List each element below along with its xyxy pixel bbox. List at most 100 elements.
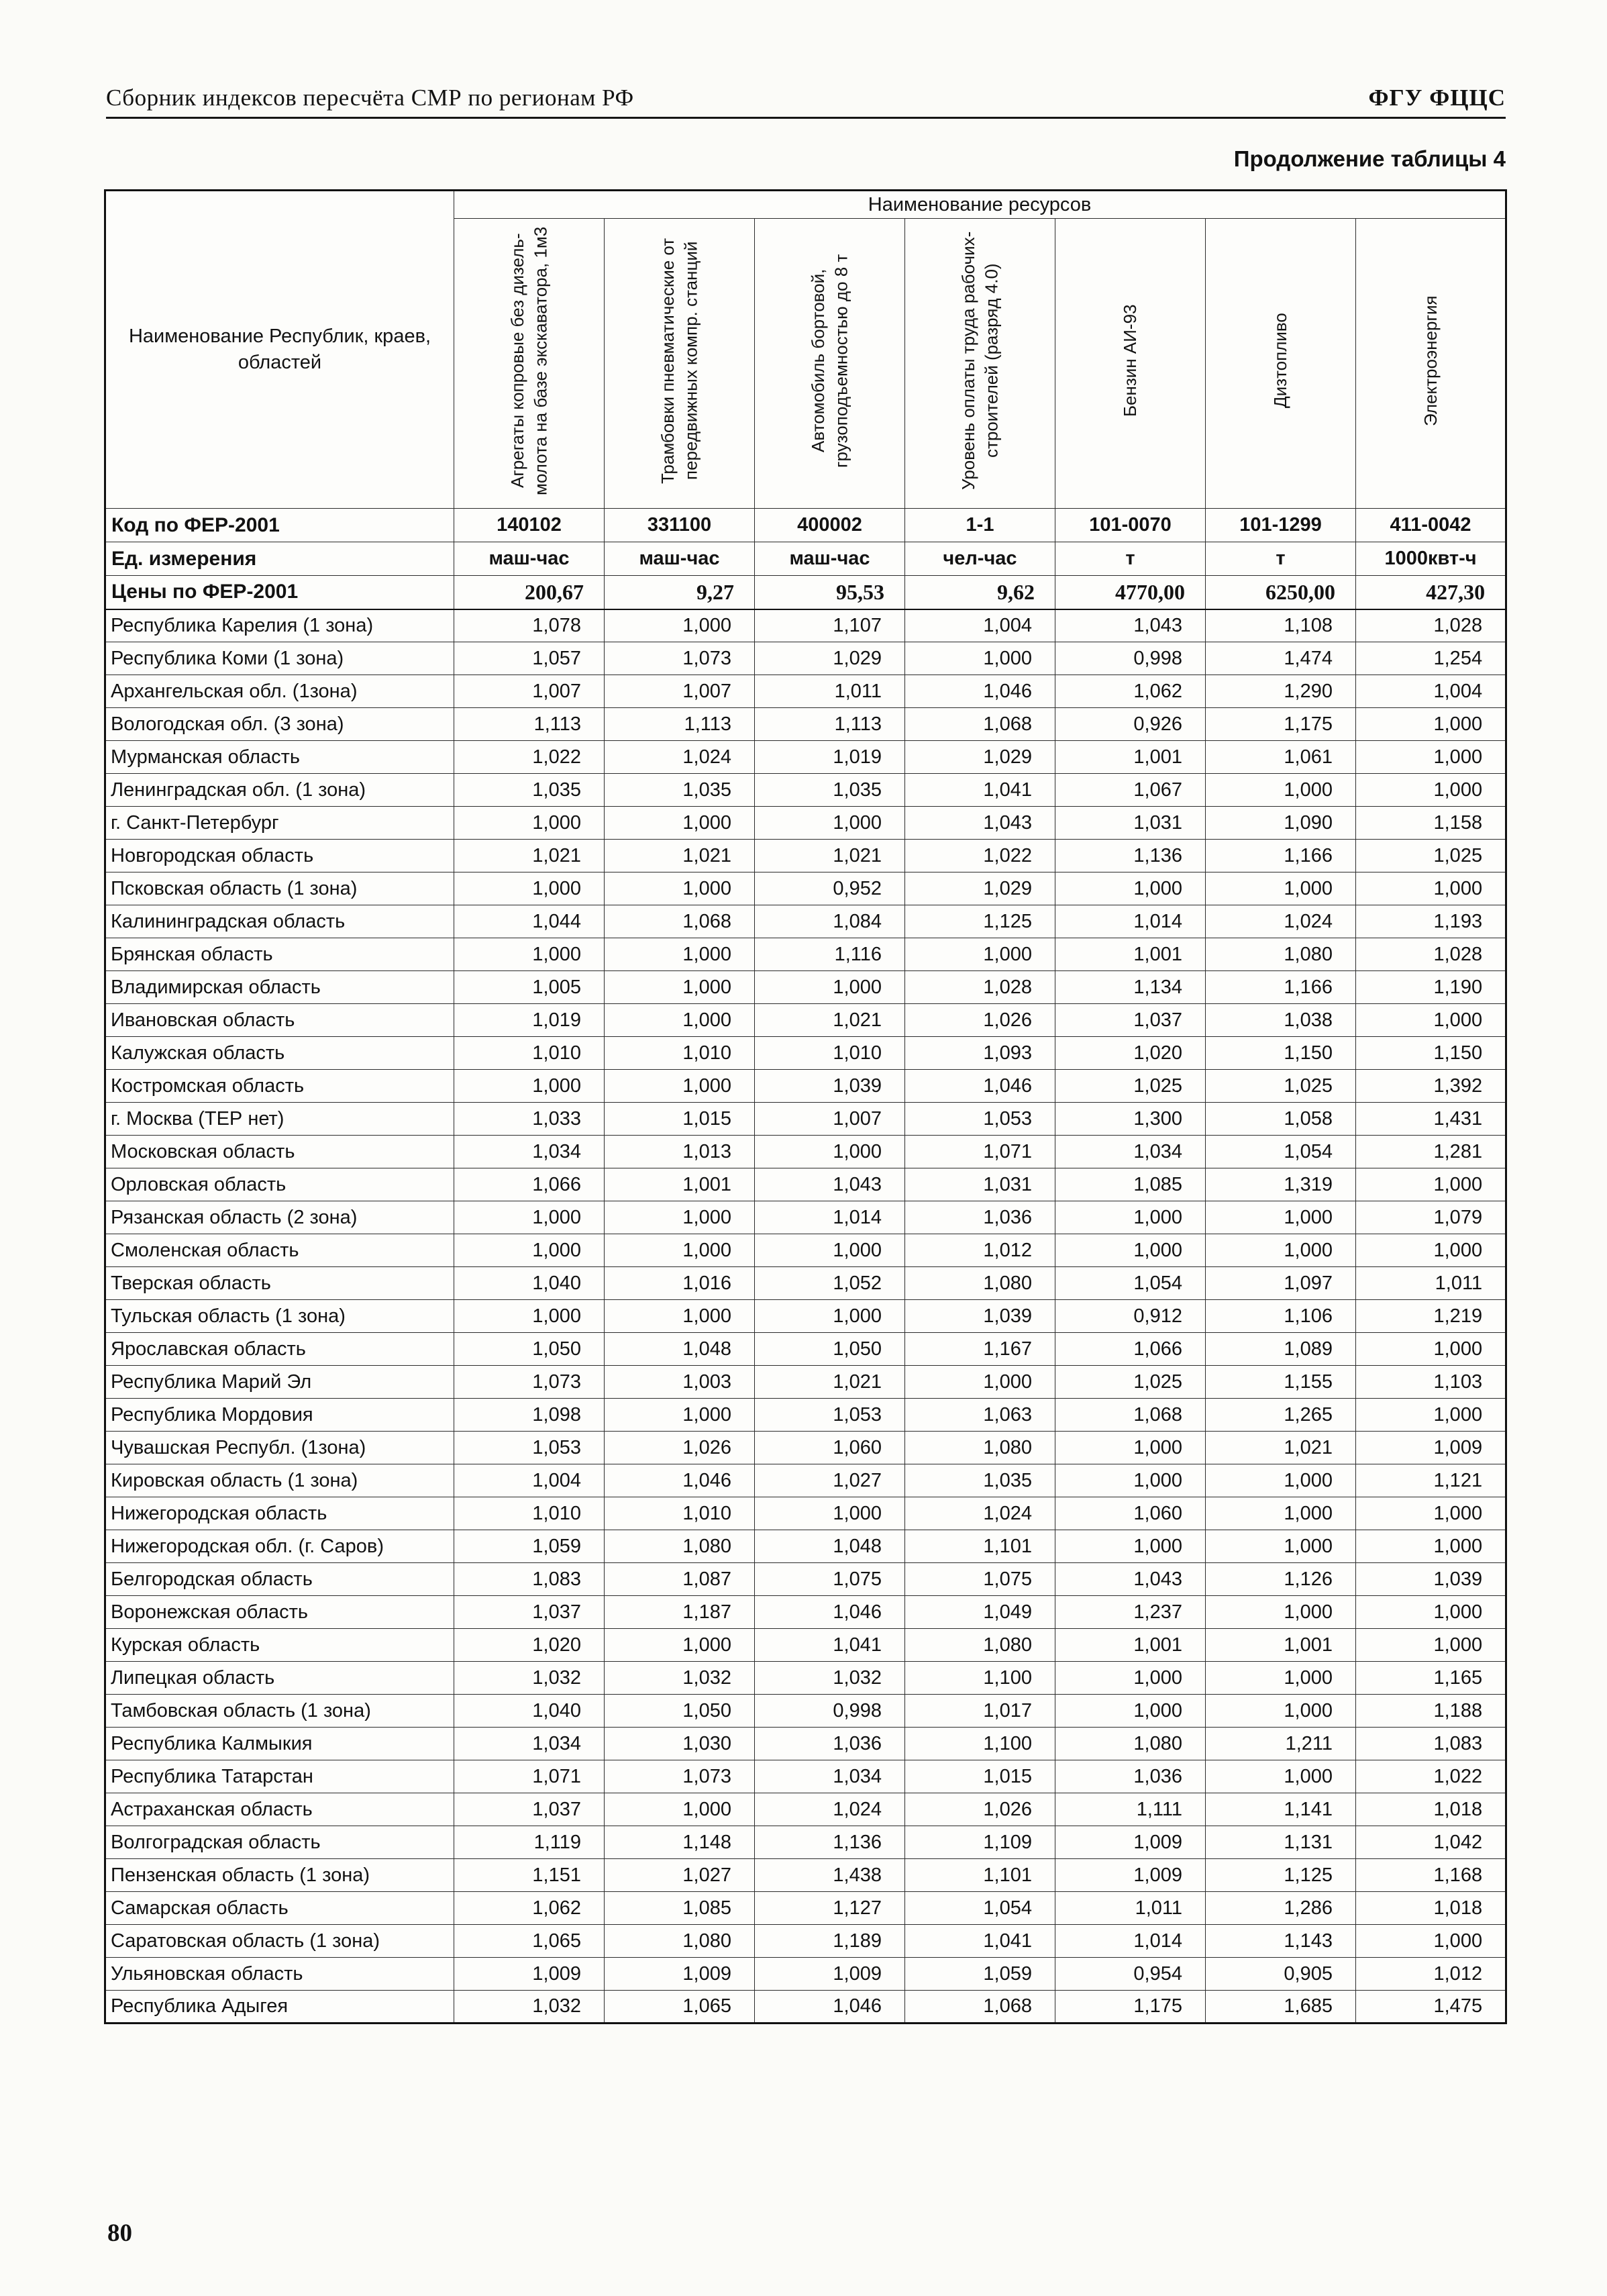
index-value: 1,175	[1055, 1990, 1206, 2024]
index-value: 1,001	[1055, 1628, 1206, 1662]
index-value: 1,168	[1355, 1858, 1507, 1892]
index-value: 1,028	[904, 970, 1055, 1004]
resource-column-label: Бензин АИ-93	[1120, 304, 1141, 417]
table-row: Республика Мордовия 1,098 1,000 1,053 1,063 1…	[105, 1398, 1507, 1432]
index-value: 1,053	[454, 1431, 605, 1464]
table-row: Ивановская область 1,019 1,000 1,021 1,026 1,…	[105, 1003, 1507, 1037]
region-name: Архангельская обл. (1зона)	[105, 675, 454, 708]
index-value: 1,167	[904, 1332, 1055, 1366]
index-value: 0,998	[1055, 642, 1206, 675]
meta-row-label: Ед. измерения	[105, 542, 454, 576]
table-row: Астраханская область 1,037 1,000 1,024 1,026…	[105, 1793, 1507, 1826]
index-value: 0,998	[754, 1694, 905, 1728]
region-name: Республика Марий Эл	[105, 1365, 454, 1399]
index-value: 1,085	[1055, 1168, 1206, 1201]
index-value: 1,100	[904, 1661, 1055, 1695]
table-row: Республика Марий Эл 1,073 1,003 1,021 1,000 1…	[105, 1365, 1507, 1399]
meta-row-label: Цены по ФЕР-2001	[105, 575, 454, 609]
index-value: 1,475	[1355, 1990, 1507, 2024]
index-value: 1,080	[904, 1431, 1055, 1464]
region-name: Саратовская область (1 зона)	[105, 1924, 454, 1958]
index-value: 1,004	[1355, 675, 1507, 708]
index-value: 1,025	[1055, 1365, 1206, 1399]
index-value: 1,000	[1055, 872, 1206, 905]
index-value: 1,012	[904, 1234, 1055, 1267]
table-body: Код по ФЕР-2001 140102 331100 400002 1-1 101-…	[105, 508, 1507, 2024]
table-row: Тамбовская область (1 зона) 1,040 1,050 0,9…	[105, 1694, 1507, 1728]
region-name: Самарская область	[105, 1891, 454, 1925]
index-value: 1,041	[754, 1628, 905, 1662]
index-value: 1,043	[754, 1168, 905, 1201]
index-value: 1,000	[1355, 1628, 1507, 1662]
region-name: Кировская область (1 зона)	[105, 1464, 454, 1497]
meta-value: 1-1	[904, 508, 1055, 542]
index-value: 1,000	[754, 1135, 905, 1168]
index-value: 1,000	[1355, 872, 1507, 905]
index-value: 1,014	[754, 1201, 905, 1234]
index-value: 0,952	[754, 872, 905, 905]
index-value: 1,040	[454, 1266, 605, 1300]
index-value: 1,021	[754, 839, 905, 872]
index-value: 1,109	[904, 1826, 1055, 1859]
index-value: 1,000	[754, 1234, 905, 1267]
index-value: 1,188	[1355, 1694, 1507, 1728]
resources-group-row: Наименование Республик, краев, областей …	[105, 190, 1507, 509]
index-value: 1,035	[604, 773, 755, 807]
index-value: 1,046	[754, 1990, 905, 2024]
index-value: 1,039	[904, 1299, 1055, 1333]
index-value: 1,065	[454, 1924, 605, 1958]
resource-header-row: Агрегаты копровые без дизель-молота на б…	[105, 218, 1507, 509]
index-value: 1,143	[1205, 1924, 1356, 1958]
index-value: 1,073	[454, 1365, 605, 1399]
index-value: 1,438	[754, 1858, 905, 1892]
index-value: 1,013	[604, 1135, 755, 1168]
index-value: 1,028	[1355, 609, 1507, 642]
index-value: 1,039	[754, 1069, 905, 1103]
index-value: 1,043	[904, 806, 1055, 840]
index-value: 1,016	[604, 1266, 755, 1300]
index-value: 1,000	[1205, 773, 1356, 807]
index-value: 1,035	[754, 773, 905, 807]
region-name: Белгородская область	[105, 1562, 454, 1596]
index-value: 1,043	[1055, 609, 1206, 642]
index-value: 1,036	[904, 1201, 1055, 1234]
index-value: 1,054	[904, 1891, 1055, 1925]
meta-value: маш-час	[754, 542, 905, 576]
index-value: 1,001	[1055, 938, 1206, 971]
index-value: 1,024	[1205, 905, 1356, 938]
meta-value: маш-час	[604, 542, 755, 576]
region-name: Рязанская область (2 зона)	[105, 1201, 454, 1234]
index-value: 1,392	[1355, 1069, 1507, 1103]
region-name: Пензенская область (1 зона)	[105, 1858, 454, 1892]
index-value: 1,054	[1055, 1266, 1206, 1300]
index-value: 1,000	[1055, 1234, 1206, 1267]
index-value: 1,080	[1055, 1727, 1206, 1760]
index-value: 1,026	[604, 1431, 755, 1464]
table-row: Курская область 1,020 1,000 1,041 1,080 1,001…	[105, 1628, 1507, 1662]
table-row: Республика Адыгея 1,032 1,065 1,046 1,068 1,1…	[105, 1990, 1507, 2024]
index-value: 1,026	[904, 1793, 1055, 1826]
index-value: 1,052	[754, 1266, 905, 1300]
table-row: г. Москва (ТЕР нет) 1,033 1,015 1,007 1,053 1…	[105, 1102, 1507, 1136]
unit-row: Ед. измерения маш-час маш-час маш-час чел-ча…	[105, 542, 1507, 576]
region-name: Республика Коми (1 зона)	[105, 642, 454, 675]
meta-value: 101-1299	[1205, 508, 1356, 542]
table-row: Чувашская Республ. (1зона) 1,053 1,026 1,06…	[105, 1431, 1507, 1464]
meta-row-label: Код по ФЕР-2001	[105, 508, 454, 542]
index-value: 1,089	[1205, 1332, 1356, 1366]
resource-column-header: Уровень оплаты труда рабочих-строителей …	[904, 218, 1055, 509]
table-row: Вологодская обл. (3 зона) 1,113 1,113 1,113…	[105, 707, 1507, 741]
table-row: Воронежская область 1,037 1,187 1,046 1,049 1…	[105, 1595, 1507, 1629]
region-name: Курская область	[105, 1628, 454, 1662]
index-value: 1,155	[1205, 1365, 1356, 1399]
index-value: 1,166	[1205, 970, 1356, 1004]
resource-column-header: Бензин АИ-93	[1055, 218, 1206, 509]
index-value: 0,912	[1055, 1299, 1206, 1333]
table-caption: Продолжение таблицы 4	[1233, 146, 1506, 171]
index-value: 1,022	[1355, 1760, 1507, 1793]
region-name: Нижегородская обл. (г. Саров)	[105, 1530, 454, 1563]
index-value: 1,073	[604, 1760, 755, 1793]
index-value: 1,000	[1055, 1201, 1206, 1234]
region-name: Ивановская область	[105, 1003, 454, 1037]
